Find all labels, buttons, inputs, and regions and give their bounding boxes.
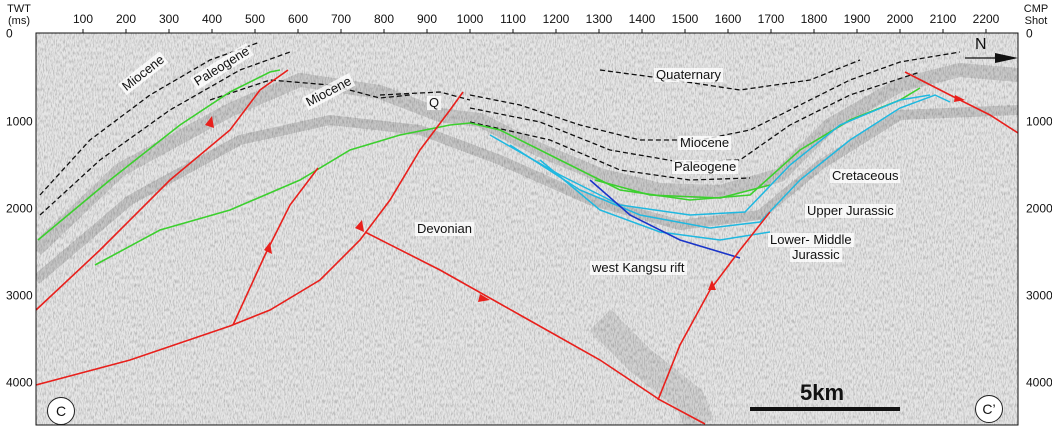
left-tick-label: 3000 xyxy=(6,288,33,303)
top-tick-label: 800 xyxy=(373,12,395,26)
north-arrow xyxy=(965,53,1018,63)
dashed-horizons xyxy=(39,41,961,216)
right-tick-label: 3000 xyxy=(1026,288,1052,303)
top-tick-label: 100 xyxy=(72,12,94,26)
top-tick-label: 500 xyxy=(244,12,266,26)
faults xyxy=(36,69,1018,425)
scale-bar-label: 5km xyxy=(800,380,845,405)
fault-arrows xyxy=(205,95,965,302)
top-tick-label: 1400 xyxy=(628,12,656,26)
blue-horizon xyxy=(589,179,741,259)
unit-label-lower-middle-jurassic-line2: Jurassic xyxy=(790,247,842,262)
unit-label-cretaceous: Cretaceous xyxy=(830,168,901,183)
top-tick-label: 1300 xyxy=(585,12,613,26)
unit-label-lower-middle-jurassic-line1: Lower- Middle xyxy=(768,232,854,247)
top-tick-label: 2000 xyxy=(886,12,914,26)
top-tick-label: 900 xyxy=(416,12,438,26)
right-tick-label: 2000 xyxy=(1026,201,1052,216)
section-end-label: C’ xyxy=(975,395,1003,423)
unit-label-paleogene-right: Paleogene xyxy=(672,159,739,174)
cyan-horizons xyxy=(489,94,951,241)
top-tick-label: 1500 xyxy=(671,12,699,26)
top-tick-label: 2100 xyxy=(929,12,957,26)
right-tick-label: 0 xyxy=(1026,26,1033,41)
top-tick-label: 1900 xyxy=(843,12,871,26)
left-tick-label: 1000 xyxy=(6,114,33,129)
top-tick-label: 1100 xyxy=(500,12,526,26)
unit-label-quaternary: Quaternary xyxy=(654,67,724,82)
top-tick-label: 400 xyxy=(201,12,223,26)
unit-label-upper-jurassic: Upper Jurassic xyxy=(805,203,896,218)
left-tick-label: 2000 xyxy=(6,201,33,216)
top-tick-label: 300 xyxy=(158,12,180,26)
top-tick-label: 200 xyxy=(115,12,137,26)
green-horizons xyxy=(37,69,921,266)
top-ticks xyxy=(82,29,987,33)
left-tick-label: 4000 xyxy=(6,375,33,390)
left-tick-label: 0 xyxy=(6,26,13,41)
north-label: N xyxy=(975,36,987,53)
top-tick-label: 1000 xyxy=(456,12,484,26)
top-tick-label: 2200 xyxy=(972,12,1000,26)
right-axis-title: CMP Shot xyxy=(1023,3,1049,27)
unit-label-west-kangsu-rift: west Kangsu rift xyxy=(590,260,687,275)
top-tick-label: 1200 xyxy=(542,12,570,26)
top-tick-label: 1600 xyxy=(714,12,742,26)
unit-label-devonian: Devonian xyxy=(415,221,474,236)
top-tick-label: 1700 xyxy=(757,12,785,26)
top-tick-label: 700 xyxy=(330,12,352,26)
unit-label-q: Q xyxy=(427,95,442,110)
unit-label-miocene-right: Miocene xyxy=(678,135,732,150)
right-tick-label: 4000 xyxy=(1026,375,1052,390)
section-start-label: C xyxy=(47,397,75,425)
top-tick-label: 600 xyxy=(287,12,309,26)
left-axis-title: TWT (ms) xyxy=(7,3,31,27)
top-tick-label: 1800 xyxy=(800,12,828,26)
right-tick-label: 1000 xyxy=(1026,114,1052,129)
